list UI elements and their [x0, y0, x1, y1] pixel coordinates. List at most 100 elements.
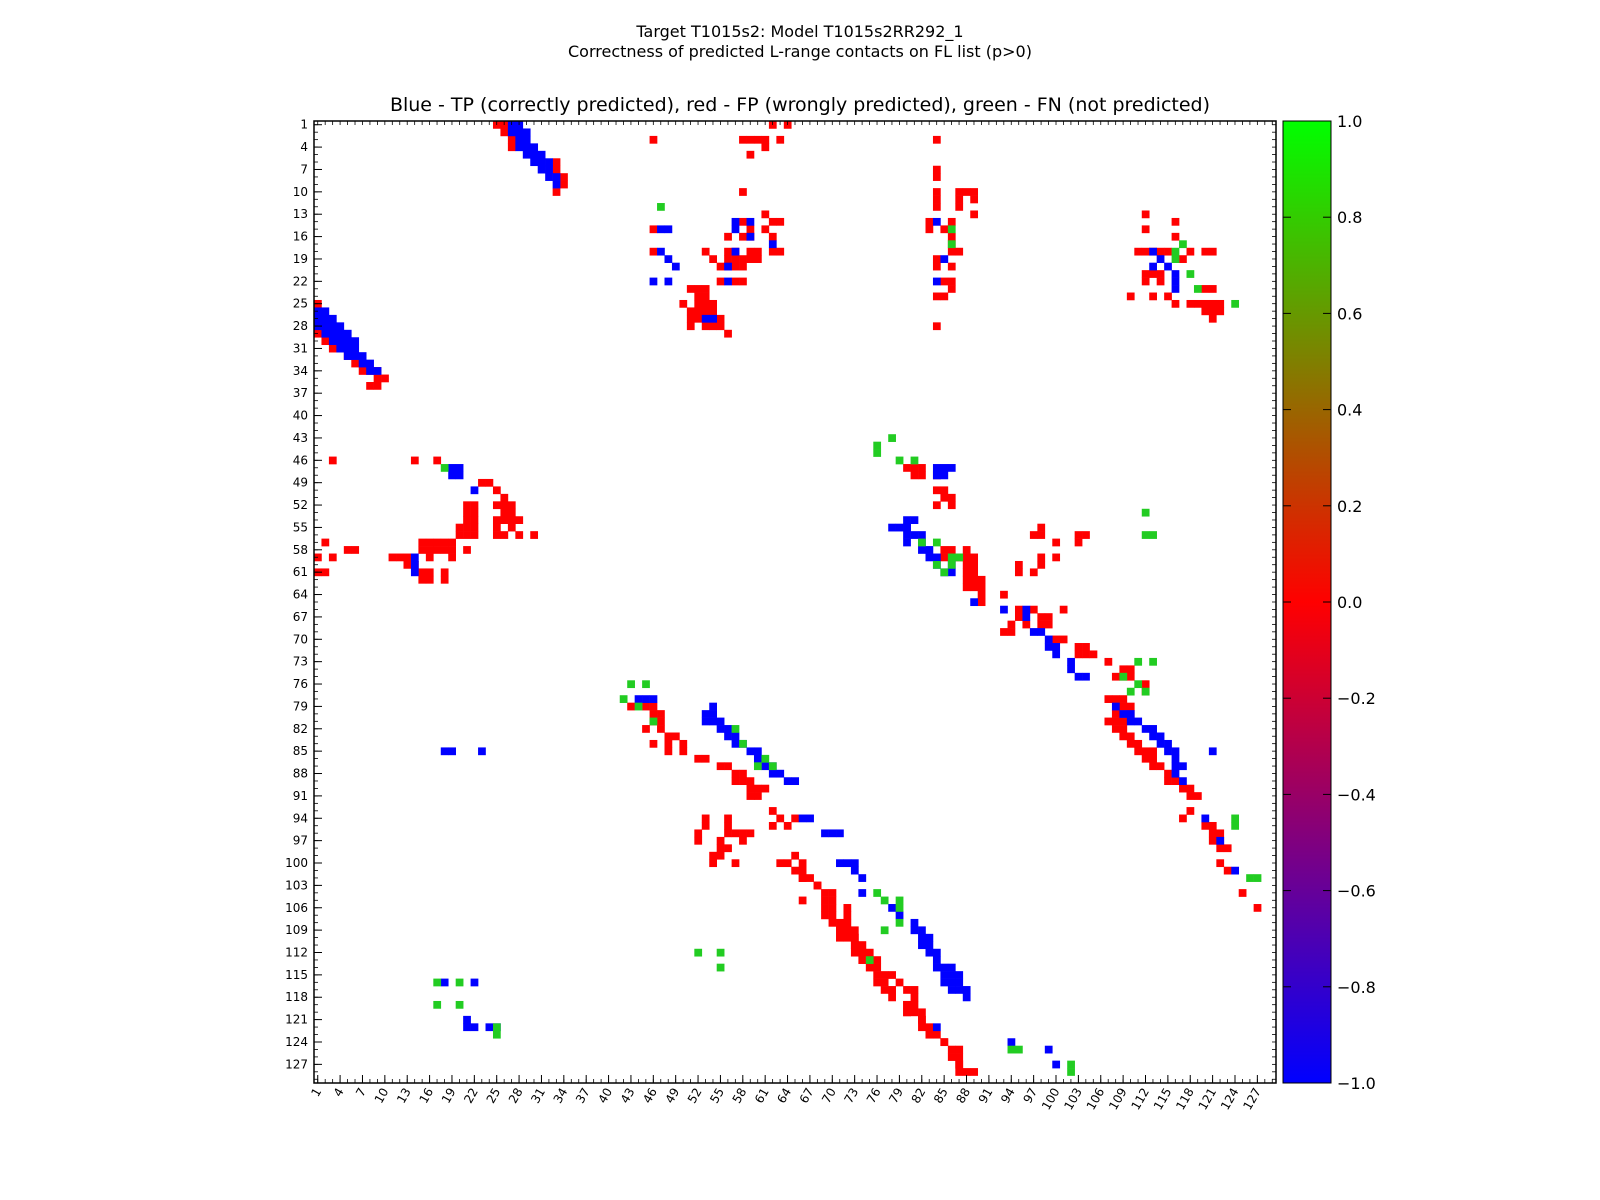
fp-cell [686, 285, 695, 293]
fn-cell [433, 978, 442, 987]
fp-cell [739, 777, 747, 786]
fp-cell [761, 210, 770, 219]
x-tick-label: 109 [1106, 1086, 1130, 1113]
tp-cell [932, 217, 941, 226]
tp-cell [358, 352, 367, 360]
y-tick-label: 46 [293, 453, 308, 467]
fn-cell [694, 948, 703, 957]
fp-cell [888, 993, 896, 1002]
tp-cell [932, 471, 941, 480]
tp-cell [1149, 247, 1157, 256]
y-tick-label: 19 [293, 252, 308, 266]
tp-cell [1164, 262, 1172, 271]
fp-cell [1052, 635, 1061, 644]
tp-cell [1044, 643, 1053, 651]
fp-cell [873, 978, 882, 987]
colorbar-tick-label: −0.8 [1337, 978, 1376, 997]
y-tick-label: 64 [293, 588, 308, 602]
fp-cell [746, 247, 755, 256]
fn-cell [865, 956, 874, 964]
fn-cell [440, 464, 449, 472]
fp-cell [955, 247, 964, 256]
colorbar-tick-label: −0.4 [1337, 785, 1376, 804]
tp-cell [1052, 643, 1061, 651]
tp-cell [1149, 725, 1157, 733]
fp-cell [463, 501, 471, 510]
fp-cell [932, 486, 941, 495]
fp-cell [351, 546, 360, 554]
fp-cell [955, 1045, 964, 1054]
fp-cell [836, 918, 844, 927]
plot-title: Blue - TP (correctly predicted), red - F… [389, 94, 1211, 116]
fp-cell [746, 135, 755, 144]
fp-cell [1141, 754, 1150, 763]
fp-cell [858, 948, 867, 957]
fp-cell [492, 486, 501, 495]
fp-cell [746, 784, 755, 793]
tp-cell [962, 986, 971, 994]
fp-cell [955, 195, 964, 204]
fp-cell [701, 285, 710, 293]
fp-cell [440, 546, 449, 554]
y-tick-label: 85 [293, 744, 308, 758]
fp-cell [821, 889, 829, 897]
fp-cell [418, 538, 427, 547]
tp-cell [940, 978, 949, 987]
tp-cell [336, 322, 345, 331]
fp-cell [940, 546, 949, 554]
fp-cell [1082, 650, 1090, 659]
fp-cell [1171, 217, 1180, 226]
fp-cell [515, 516, 524, 524]
fp-cell [694, 829, 703, 838]
fp-cell [798, 896, 807, 905]
fp-cell [932, 203, 941, 211]
tp-cell [746, 747, 755, 756]
fp-cell [1022, 620, 1031, 629]
y-tick-label: 43 [293, 431, 308, 445]
tp-cell [642, 695, 650, 703]
fp-cell [1216, 844, 1225, 853]
fp-cell [649, 247, 658, 256]
tp-cell [649, 277, 658, 286]
tp-cell [701, 710, 710, 718]
fp-cell [739, 188, 747, 196]
fp-cell [932, 173, 941, 181]
tp-cell [761, 762, 770, 771]
fp-cell [1029, 605, 1038, 614]
tp-cell [903, 516, 911, 524]
fp-cell [753, 135, 762, 144]
tp-cell [343, 329, 352, 338]
fp-cell [463, 531, 471, 539]
tp-cell [664, 277, 673, 286]
tp-cell [1171, 285, 1180, 293]
fp-cell [560, 173, 568, 181]
fp-cell [798, 874, 807, 882]
fn-cell [1007, 1045, 1016, 1054]
fp-cell [1208, 829, 1217, 838]
fn-cell [492, 1030, 501, 1039]
tp-cell [321, 307, 330, 316]
fp-cell [880, 978, 889, 987]
fp-cell [709, 322, 717, 331]
fp-cell [507, 135, 516, 144]
tp-cell [351, 352, 360, 360]
fp-cell [701, 754, 710, 763]
tp-cell [955, 971, 964, 979]
fn-cell [1246, 874, 1254, 882]
fn-cell [1179, 240, 1187, 249]
tp-cell [343, 352, 352, 360]
tp-cell [657, 225, 665, 234]
fp-cell [381, 374, 389, 383]
fp-cell [1014, 568, 1023, 577]
tp-cell [932, 963, 941, 972]
fp-cell [850, 926, 859, 935]
fn-cell [433, 1000, 442, 1009]
fp-cell [701, 292, 710, 301]
fp-cell [1126, 739, 1135, 748]
tp-cell [343, 337, 352, 346]
y-tick-label: 76 [293, 677, 308, 691]
fp-cell [1141, 680, 1150, 689]
fp-cell [500, 508, 509, 517]
fp-cell [970, 575, 979, 584]
fp-cell [373, 382, 382, 390]
